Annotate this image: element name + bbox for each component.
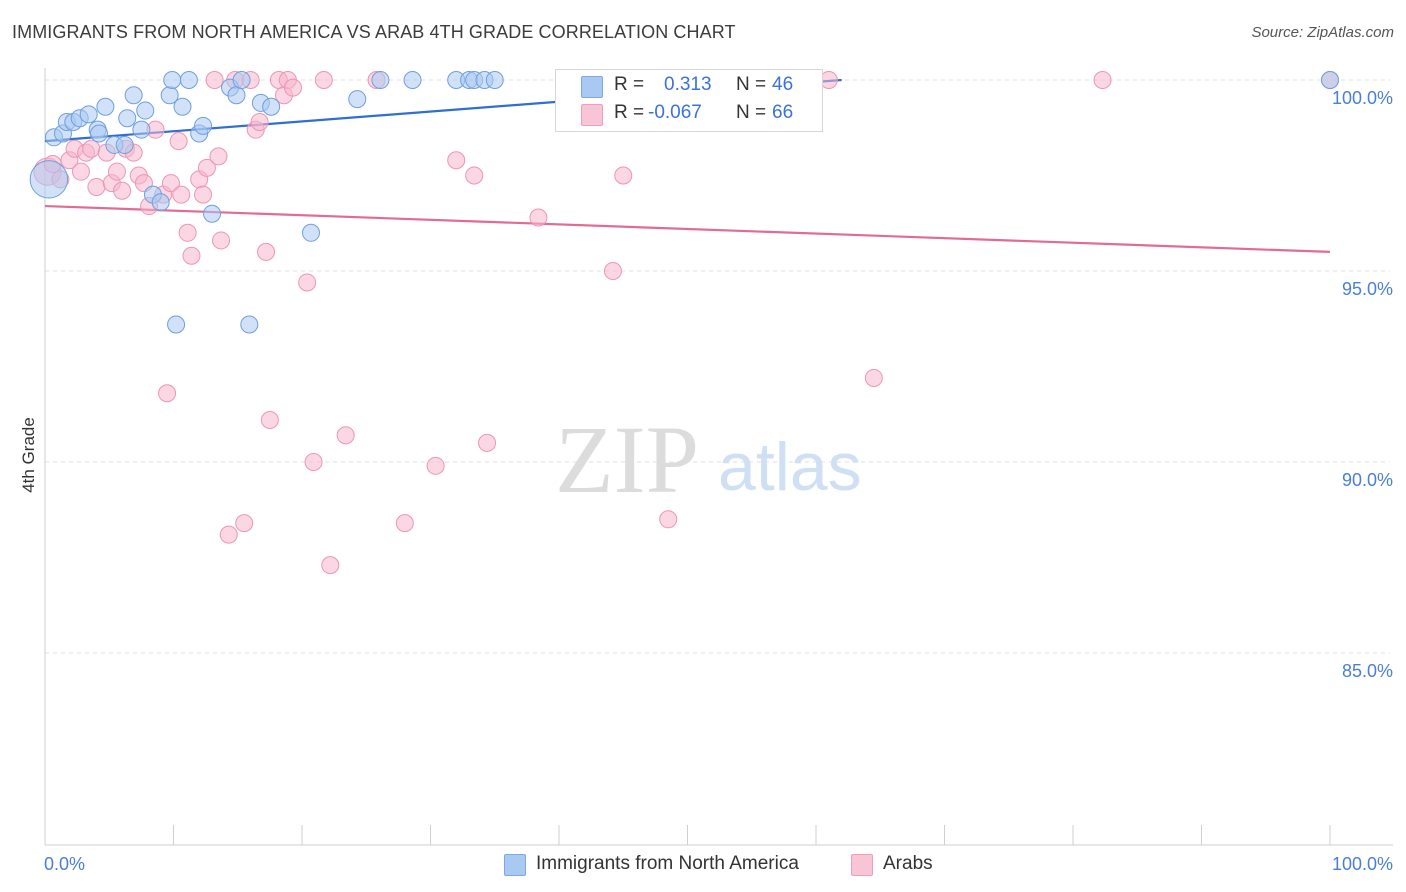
point-arabs [107,162,126,181]
point-arabs [209,147,228,166]
point-arabs [161,174,180,193]
legend-row-arabs: R = -0.067 N = 66 [556,100,822,128]
point-arabs [169,132,188,151]
point-north-america [89,124,108,143]
point-north-america [115,135,134,154]
point-north-america [301,223,320,242]
y-tick-label: 90.0% [1342,470,1393,490]
legend-r-label: R = [614,74,645,95]
x-tick-label: 0.0% [44,854,85,874]
legend-swatch-blue [581,76,603,98]
point-north-america [179,71,198,89]
point-arabs [257,242,276,261]
point-arabs [336,426,355,445]
point-arabs [298,273,317,292]
legend-n-label: N = [736,102,767,123]
point-arabs [284,78,303,97]
legend-n-label: N = [736,74,767,95]
watermark-atlas: atlas [718,429,862,505]
point-arabs [205,71,224,89]
point-arabs [321,556,340,575]
point-arabs [478,433,497,452]
legend-r-value: 0.313 [664,74,712,95]
point-north-america [371,71,390,89]
point-arabs [71,162,90,181]
y-tick-label: 85.0% [1342,661,1393,681]
chart-title: IMMIGRANTS FROM NORTH AMERICA VS ARAB 4T… [12,22,736,42]
point-arabs [219,525,238,544]
point-arabs [426,456,445,475]
point-arabs [172,185,191,204]
point-north-america [96,97,115,116]
point-north-america [227,86,246,105]
data-points [29,71,1339,575]
point-north-america [403,71,422,89]
point-arabs [82,139,101,158]
point-arabs [87,177,106,196]
point-arabs [113,181,132,200]
y-tick-label: 100.0% [1332,88,1393,108]
y-tick-labels: 100.0% 95.0% 90.0% 85.0% [1332,88,1393,681]
point-arabs [864,368,883,387]
point-arabs [395,514,414,533]
axes [44,68,1393,846]
point-north-america [485,71,504,89]
point-north-america [348,90,367,109]
point-arabs [314,71,333,89]
legend-r-label: R = [614,102,645,123]
legend-n-value: 66 [772,102,794,123]
point-north-america [1321,71,1339,89]
point-north-america [29,160,69,199]
point-arabs [197,158,216,177]
point-north-america [232,71,251,89]
point-north-america [203,204,222,223]
point-north-america [262,97,281,116]
y-tick-label: 95.0% [1342,279,1393,299]
bottom-legend-label: Immigrants from North America [536,853,799,874]
point-arabs [235,514,254,533]
legend-row-north-america: R = 0.313 N = 46 [556,72,822,100]
point-arabs [304,453,323,471]
point-north-america [194,116,213,135]
point-north-america [136,101,155,120]
point-north-america [167,315,186,334]
watermark-zip: ZIP [555,406,699,513]
point-north-america [79,105,98,124]
point-arabs [194,185,213,204]
point-arabs [529,208,548,227]
point-arabs [659,510,678,529]
point-arabs [1093,71,1112,89]
bottom-legend-swatch-blue [504,854,526,876]
point-north-america [163,71,182,89]
point-north-america [132,120,151,139]
point-arabs [614,166,633,185]
stats-legend: R = 0.313 N = 46 R = -0.067 N = 66 [555,69,823,132]
x-tick-label: 100.0% [1332,854,1393,874]
x-tick-labels: 0.0% 100.0% [44,854,1393,874]
source-label: Source: ZipAtlas.com [1251,24,1394,41]
y-axis-label: 4th Grade [19,417,38,493]
point-arabs [178,223,197,242]
point-arabs [465,166,484,185]
bottom-legend-label: Arabs [883,853,933,874]
point-arabs [158,384,177,403]
point-north-america [173,97,192,116]
point-north-america [124,86,143,105]
point-north-america [151,193,170,212]
point-arabs [447,151,466,170]
point-arabs [260,410,279,429]
point-north-america [240,315,259,334]
legend-swatch-pink [581,104,603,126]
point-arabs [182,246,201,265]
point-north-america [118,109,137,128]
point-arabs [603,262,622,280]
grid-lines [45,79,1390,654]
trendline-arabs [44,204,1331,253]
bottom-legend-swatch-pink [851,854,873,876]
legend-n-value: 46 [772,74,794,95]
point-arabs [250,113,269,132]
legend-r-value: -0.067 [648,102,702,123]
point-arabs [212,231,231,250]
